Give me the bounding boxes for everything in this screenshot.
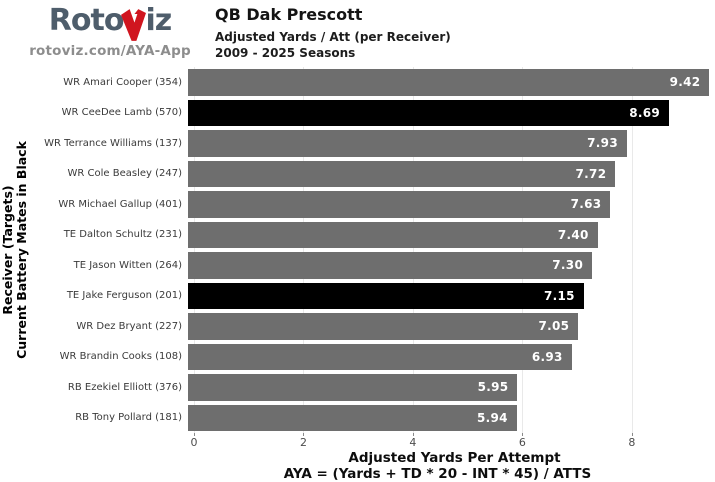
- bar-value-label: 6.93: [531, 349, 563, 364]
- bar: 7.30: [188, 252, 593, 279]
- receiver-label: TE Jason Witten (264): [73, 259, 182, 271]
- x-axis-title: Adjusted Yards Per Attempt: [348, 450, 561, 466]
- bar-row: TE Jason Witten (264) 7.30: [0, 250, 715, 281]
- gridline: [631, 67, 633, 433]
- chart-subtitle: Adjusted Yards / Att (per Receiver): [215, 30, 451, 44]
- rotoviz-logo: Roto iz: [26, 3, 194, 41]
- tick-label: 6: [518, 436, 526, 449]
- bar: 5.94: [188, 404, 517, 431]
- bar-track: 7.40: [188, 220, 715, 251]
- bar-value-label: 8.69: [629, 105, 661, 120]
- bar-track: 7.15: [188, 281, 715, 312]
- receiver-label: WR CeeDee Lamb (570): [61, 107, 182, 119]
- bar: 7.93: [188, 130, 627, 157]
- bar-value-label: 7.93: [587, 136, 618, 151]
- bar: 7.40: [188, 221, 598, 248]
- bar-row: TE Jake Ferguson (201) 7.15: [0, 281, 715, 312]
- gridline: [303, 67, 305, 433]
- tick-mark: [303, 433, 305, 436]
- tick-mark: [194, 433, 195, 436]
- lightning-bolt-v-icon: [121, 9, 147, 42]
- bar-row: WR Terrance Williams (137) 7.93: [0, 128, 715, 159]
- tick-label: 0: [190, 436, 198, 449]
- bar-track: 9.42: [188, 67, 715, 98]
- chart-header: Roto iz rotoviz.com/AYA-App QB Dak Presc…: [0, 0, 715, 67]
- receiver-label: TE Jake Ferguson (201): [66, 290, 182, 302]
- bar-track: 7.05: [188, 311, 715, 342]
- bar-row: WR Brandin Cooks (108) 6.93: [0, 342, 715, 373]
- gridlines: [194, 67, 715, 433]
- bar-value-label: 7.72: [575, 166, 607, 181]
- bar: 5.95: [188, 374, 518, 401]
- gridline: [412, 67, 414, 433]
- bar-track: 7.72: [188, 159, 715, 190]
- chart-titles: QB Dak Prescott Adjusted Yards / Att (pe…: [215, 5, 451, 61]
- receiver-label: RB Ezekiel Elliott (376): [67, 381, 182, 393]
- receiver-label: WR Dez Bryant (227): [76, 320, 182, 332]
- logo-text-left: Roto: [48, 3, 125, 38]
- plot-region: WR Amari Cooper (354) 9.42 WR CeeDee Lamb …: [0, 67, 715, 433]
- chart-title: QB Dak Prescott: [215, 5, 363, 24]
- receiver-label: WR Brandin Cooks (108): [59, 351, 182, 363]
- chart-area: WR Amari Cooper (354) 9.42 WR CeeDee Lamb …: [0, 67, 715, 482]
- bar-value-label: 5.94: [477, 410, 508, 425]
- bar-rows: WR Amari Cooper (354) 9.42 WR CeeDee Lamb …: [0, 67, 715, 433]
- tick-mark: [412, 433, 414, 436]
- bar-track: 5.94: [188, 403, 715, 434]
- bar-value-label: 7.05: [538, 319, 570, 334]
- tick-label: 4: [409, 436, 417, 449]
- bar-track: 7.30: [188, 250, 715, 281]
- bar: 6.93: [188, 343, 572, 370]
- receiver-label: WR Cole Beasley (247): [67, 168, 183, 180]
- receiver-label: WR Terrance Williams (137): [44, 137, 182, 149]
- rotoviz-brand: Roto iz rotoviz.com/AYA-App: [26, 3, 194, 60]
- logo-text-right: iz: [145, 3, 172, 38]
- bar: 7.63: [188, 191, 611, 218]
- bar-row: WR Michael Gallup (401) 7.63: [0, 189, 715, 220]
- bar-track: 5.95: [188, 372, 715, 403]
- gridline: [522, 67, 524, 433]
- bar-track: 8.69: [188, 98, 715, 129]
- bar-value-label: 7.15: [543, 288, 575, 303]
- x-axis-formula: AYA = (Yards + TD * 20 - INT * 45) / ATT…: [283, 466, 592, 482]
- bar-row: WR Dez Bryant (227) 7.05: [0, 311, 715, 342]
- receiver-label: RB Tony Pollard (181): [75, 412, 182, 424]
- bar-value-label: 7.30: [552, 258, 584, 273]
- site-url-label: rotoviz.com/AYA-App: [29, 43, 191, 59]
- tick-mark: [631, 433, 633, 436]
- receiver-label: TE Dalton Schultz (231): [63, 229, 182, 241]
- bar-track: 6.93: [188, 342, 715, 373]
- bar-row: WR CeeDee Lamb (570) 8.69: [0, 98, 715, 129]
- bar: 9.42: [188, 69, 710, 96]
- receiver-label: WR Amari Cooper (354): [63, 76, 182, 88]
- tick-mark: [522, 433, 524, 436]
- bar-current-battery-mate: 8.69: [188, 99, 670, 126]
- receiver-label: WR Michael Gallup (401): [58, 198, 182, 210]
- bar: 7.72: [188, 160, 616, 187]
- bar-value-label: 9.42: [669, 75, 701, 90]
- chart-seasons-label: 2009 - 2025 Seasons: [215, 46, 356, 60]
- tick-label: 8: [628, 436, 636, 449]
- x-axis-ticks: 0 2 4 6 8: [190, 433, 715, 450]
- bar-row: RB Tony Pollard (181) 5.94: [0, 403, 715, 434]
- gridline: [194, 67, 195, 433]
- bar-value-label: 7.40: [557, 227, 589, 242]
- bar-row: TE Dalton Schultz (231) 7.40: [0, 220, 715, 251]
- bar-row: RB Ezekiel Elliott (376) 5.95: [0, 372, 715, 403]
- bar-row: WR Amari Cooper (354) 9.42: [0, 67, 715, 98]
- bar-track: 7.93: [188, 128, 715, 159]
- bar-track: 7.63: [188, 189, 715, 220]
- bar-value-label: 7.63: [570, 197, 602, 212]
- bar: 7.05: [188, 313, 579, 340]
- tick-label: 2: [299, 436, 307, 449]
- bar-current-battery-mate: 7.15: [188, 282, 584, 309]
- bar-row: WR Cole Beasley (247) 7.72: [0, 159, 715, 190]
- bar-value-label: 5.95: [477, 380, 509, 395]
